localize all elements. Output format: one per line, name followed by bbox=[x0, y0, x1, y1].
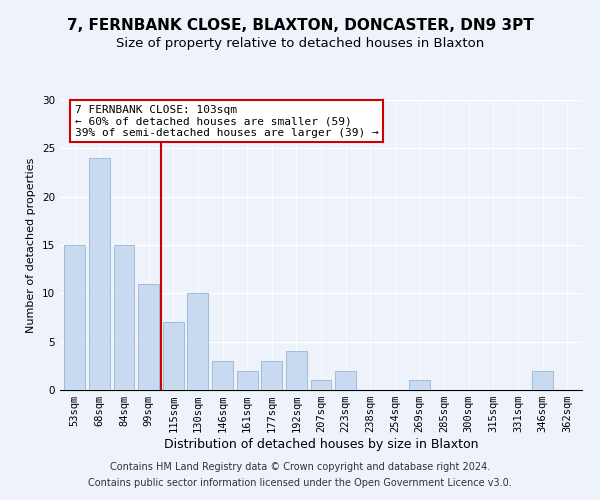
Text: 7, FERNBANK CLOSE, BLAXTON, DONCASTER, DN9 3PT: 7, FERNBANK CLOSE, BLAXTON, DONCASTER, D… bbox=[67, 18, 533, 32]
Bar bbox=[261, 361, 282, 390]
Bar bbox=[113, 245, 134, 390]
Bar bbox=[286, 352, 307, 390]
Bar bbox=[409, 380, 430, 390]
Bar bbox=[212, 361, 233, 390]
Bar bbox=[335, 370, 356, 390]
Text: Size of property relative to detached houses in Blaxton: Size of property relative to detached ho… bbox=[116, 38, 484, 51]
Y-axis label: Number of detached properties: Number of detached properties bbox=[26, 158, 37, 332]
Bar bbox=[311, 380, 331, 390]
Bar bbox=[236, 370, 257, 390]
Text: Contains HM Land Registry data © Crown copyright and database right 2024.: Contains HM Land Registry data © Crown c… bbox=[110, 462, 490, 472]
Text: Contains public sector information licensed under the Open Government Licence v3: Contains public sector information licen… bbox=[88, 478, 512, 488]
Bar bbox=[532, 370, 553, 390]
Bar bbox=[138, 284, 159, 390]
Bar bbox=[163, 322, 184, 390]
Bar bbox=[187, 294, 208, 390]
Bar bbox=[89, 158, 110, 390]
X-axis label: Distribution of detached houses by size in Blaxton: Distribution of detached houses by size … bbox=[164, 438, 478, 451]
Bar bbox=[64, 245, 85, 390]
Text: 7 FERNBANK CLOSE: 103sqm
← 60% of detached houses are smaller (59)
39% of semi-d: 7 FERNBANK CLOSE: 103sqm ← 60% of detach… bbox=[75, 105, 379, 138]
